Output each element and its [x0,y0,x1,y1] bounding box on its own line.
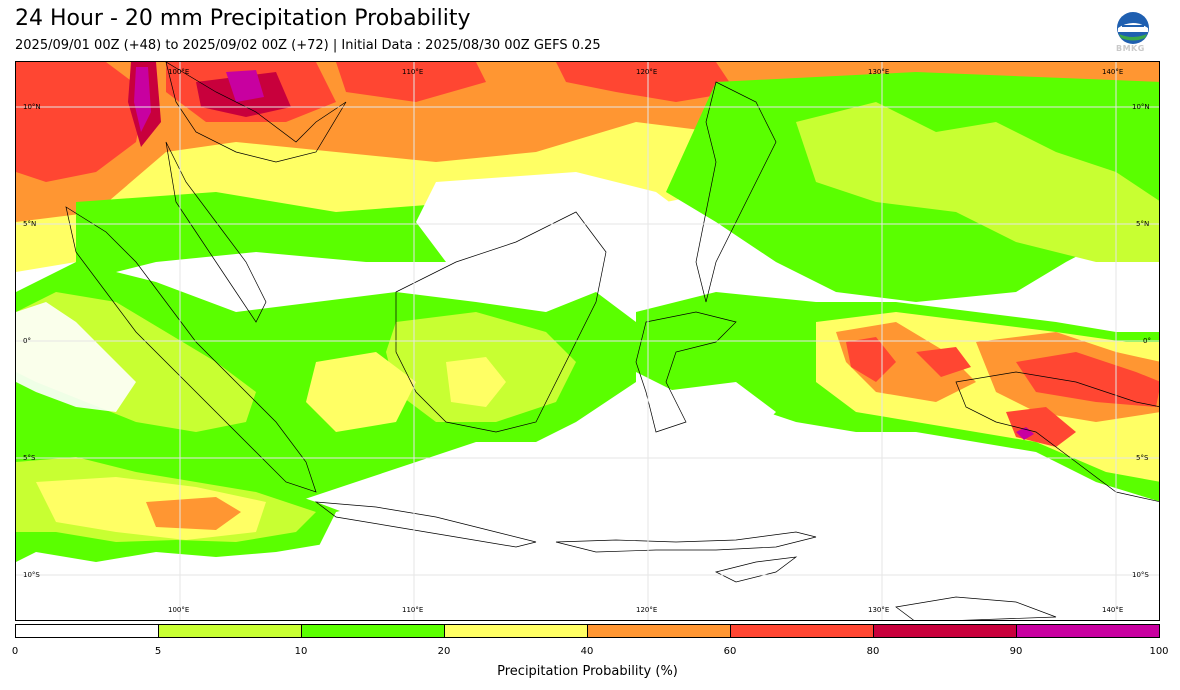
colorbar-tick-10: 10 [294,646,308,657]
lon-label-bottom-110e: 110°E [402,606,424,614]
lat-label-left-10s: 10°S [23,571,40,579]
lon-label-top-120e: 120°E [636,68,658,76]
lat-label-right-10s: 10°S [1132,571,1149,579]
lat-label-right-5n: 5°N [1136,220,1150,228]
colorbar-tick-40: 40 [580,646,594,657]
lon-label-bottom-120e: 120°E [636,606,658,614]
lat-label-left-10n: 10°N [23,103,41,111]
lon-label-top-140e: 140°E [1102,68,1124,76]
map-subtitle: 2025/09/01 00Z (+48) to 2025/09/02 00Z (… [15,38,601,53]
colorbar-segment-10-20 [302,625,445,637]
colorbar-segment-20-40 [445,625,588,637]
colorbar-segment-60-80 [731,625,874,637]
colorbar-tick-60: 60 [723,646,737,657]
map-canvas [16,62,1159,620]
lon-label-top-100e: 100°E [168,68,190,76]
precipitation-map: 100°E 110°E 120°E 130°E 140°E 100°E 110°… [15,61,1160,621]
map-title: 24 Hour - 20 mm Precipitation Probabilit… [15,6,471,31]
colorbar-segment-80-90 [874,625,1017,637]
colorbar [15,624,1160,638]
bmkg-logo-icon [1117,12,1149,44]
lat-label-left-5s: 5°S [23,454,36,462]
lat-label-right-10n: 10°N [1132,103,1150,111]
lat-label-right-0: 0° [1143,337,1151,345]
colorbar-label: Precipitation Probability (%) [497,664,678,679]
lat-label-left-5n: 5°N [23,220,37,228]
lon-label-bottom-140e: 140°E [1102,606,1124,614]
colorbar-tick-5: 5 [154,646,162,657]
lon-label-top-130e: 130°E [868,68,890,76]
colorbar-tick-100: 100 [1149,646,1169,657]
colorbar-segment-0-5 [16,625,159,637]
bmkg-logo-text: BMKG [1116,44,1145,53]
lon-label-top-110e: 110°E [402,68,424,76]
colorbar-tick-0: 0 [11,646,19,657]
colorbar-segment-5-10 [159,625,302,637]
lon-label-bottom-100e: 100°E [168,606,190,614]
colorbar-tick-80: 80 [866,646,880,657]
colorbar-segment-90-100 [1017,625,1159,637]
lat-label-left-0: 0° [23,337,31,345]
colorbar-segment-40-60 [588,625,731,637]
lon-label-bottom-130e: 130°E [868,606,890,614]
lat-label-right-5s: 5°S [1136,454,1149,462]
colorbar-tick-20: 20 [437,646,451,657]
colorbar-tick-90: 90 [1009,646,1023,657]
